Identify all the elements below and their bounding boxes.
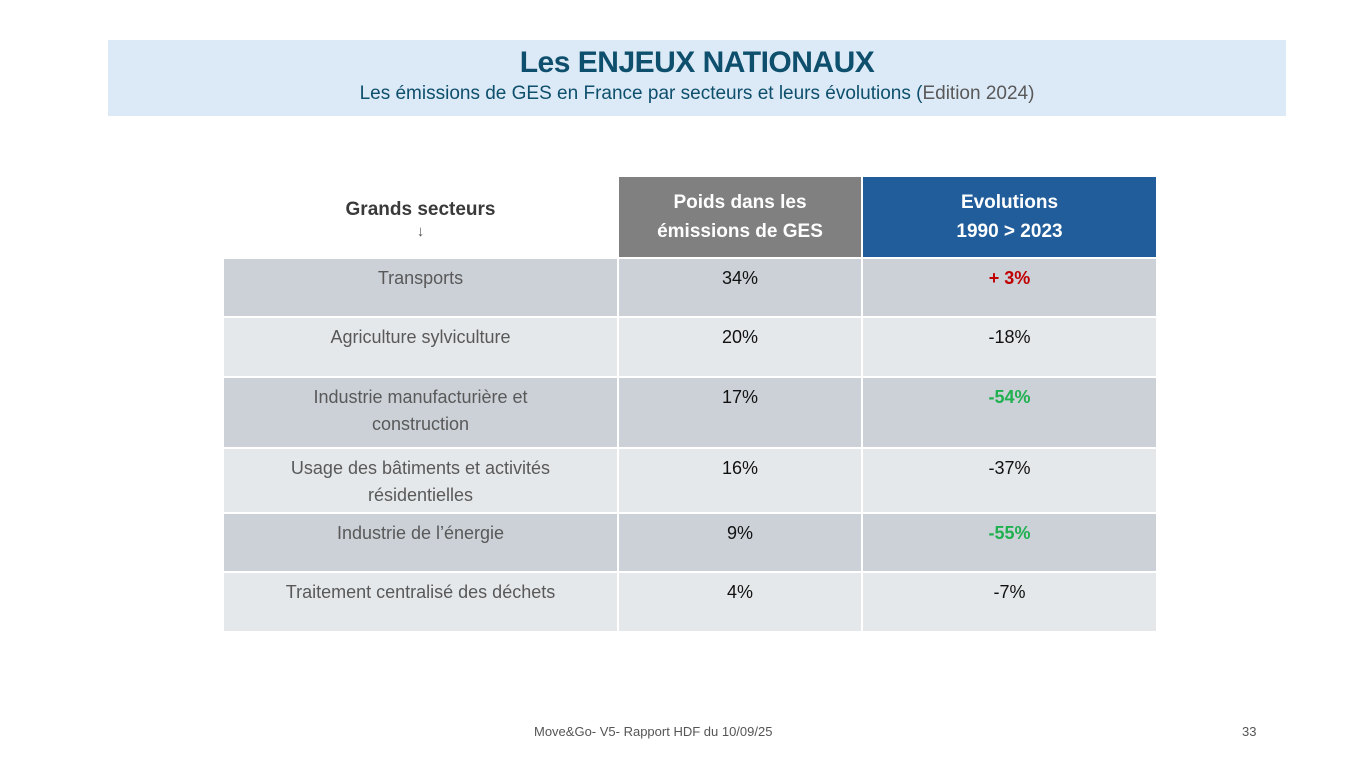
evolution-cell: -18% [861,316,1158,378]
table-header-row: Grands secteurs ↓ Poids dans les émissio… [222,175,1158,259]
weight-cell: 9% [617,512,863,573]
sector-cell: Industrie manufacturière et construction [222,376,619,449]
sector-cell: Traitement centralisé des déchets [222,571,619,633]
table-row: Industrie manufacturière et construction… [222,376,1158,449]
weight-cell: 4% [617,571,863,633]
evolution-cell: -37% [861,447,1158,514]
header-evolution: Evolutions 1990 > 2023 [861,175,1158,259]
evolution-cell: -55% [861,512,1158,573]
subtitle-edition: Edition 2024) [922,83,1035,104]
header-weight: Poids dans les émissions de GES [617,175,863,259]
header-evolution-line1: Evolutions [960,192,1059,213]
header-sector: Grands secteurs ↓ [222,175,619,259]
header-weight-line2: émissions de GES [657,221,823,242]
table-row: Agriculture sylviculture 20% -18% [222,316,1158,378]
evolution-cell: -54% [861,376,1158,449]
header-weight-line1: Poids dans les [673,192,807,213]
header-sector-label: Grands secteurs [345,198,496,220]
weight-cell: 17% [617,376,863,449]
weight-cell: 20% [617,316,863,378]
sector-cell: Transports [222,257,619,318]
arrow-down-icon: ↓ [416,222,425,240]
sector-cell: Usage des bâtiments et activités résiden… [222,447,619,514]
weight-cell: 34% [617,257,863,318]
page-number: 33 [1242,724,1257,739]
table-row: Industrie de l’énergie 9% -55% [222,512,1158,573]
footer-text: Move&Go- V5- Rapport HDF du 10/09/25 [534,724,773,739]
table-row: Traitement centralisé des déchets 4% -7% [222,571,1158,633]
emissions-table: Grands secteurs ↓ Poids dans les émissio… [222,175,1158,633]
evolution-cell: + 3% [861,257,1158,318]
header-evolution-line2: 1990 > 2023 [956,221,1063,242]
page-title: Les ENJEUX NATIONAUX [519,46,875,79]
page-subtitle: Les émissions de GES en France par secte… [108,81,1286,107]
table-row: Usage des bâtiments et activités résiden… [222,447,1158,514]
weight-cell: 16% [617,447,863,514]
title-banner: Les ENJEUX NATIONAUX Les émissions de GE… [108,40,1286,116]
sector-cell: Industrie de l’énergie [222,512,619,573]
subtitle-text: Les émissions de GES en France par secte… [359,83,923,104]
table-row: Transports 34% + 3% [222,257,1158,318]
evolution-cell: -7% [861,571,1158,633]
sector-cell: Agriculture sylviculture [222,316,619,378]
